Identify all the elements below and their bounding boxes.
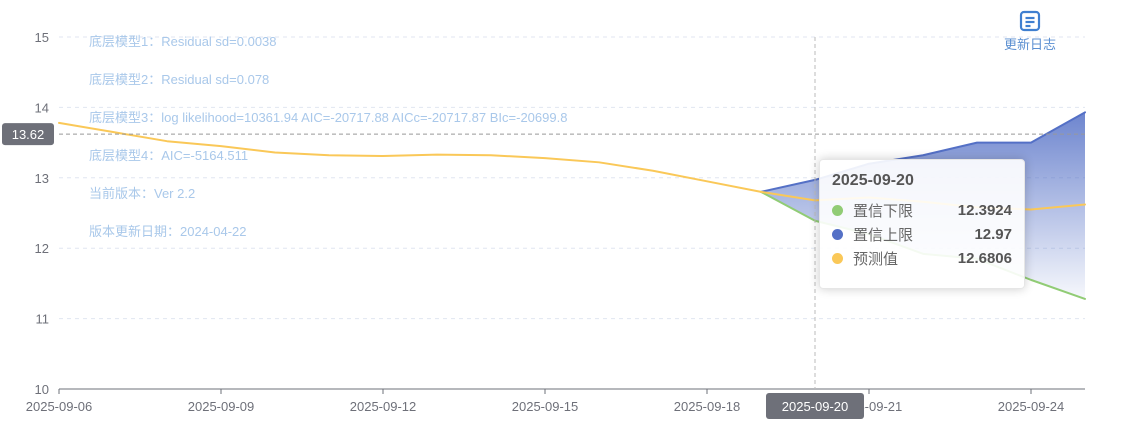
axis-pointer-x-value: 2025-09-20 (782, 399, 849, 414)
tooltip-row-forecast: 预测值 12.6806 (832, 246, 1012, 270)
model-annotation: 版本更新日期：2024-04-22 (89, 224, 247, 239)
x-tick-label: 2025-09-24 (998, 399, 1065, 414)
model-annotation: 底层模型2：Residual sd=0.078 (89, 72, 269, 87)
tooltip-name-lower: 置信下限 (853, 202, 914, 220)
model-annotation: 底层模型4：AIC=-5164.511 (89, 148, 248, 163)
update-log-label: 更新日志 (1003, 37, 1056, 52)
tooltip-value-upper: 12.97 (974, 225, 1012, 243)
tooltip-name-upper: 置信上限 (853, 226, 914, 244)
tooltip-name-forecast: 预测值 (853, 250, 899, 268)
update-log-button[interactable]: 更新日志 (995, 10, 1065, 53)
model-annotation: 当前版本：Ver 2.2 (89, 186, 195, 201)
model-annotation: 底层模型1：Residual sd=0.0038 (89, 34, 277, 49)
y-tick-label: 13 (35, 171, 49, 186)
legend-dot-forecast (832, 252, 843, 264)
tooltip-row-upper: 置信上限 12.97 (832, 222, 1012, 246)
document-icon (1019, 10, 1041, 32)
y-tick-label: 10 (35, 382, 49, 397)
axis-pointer-y-value: 13.62 (12, 127, 45, 142)
x-tick-label: 2025-09-09 (188, 399, 255, 414)
legend-dot-upper (832, 228, 843, 240)
y-tick-label: 14 (35, 100, 49, 115)
y-tick-label: 11 (36, 312, 50, 327)
model-annotation: 底层模型3：log likelihood=10361.94 AIC=-20717… (89, 110, 567, 125)
y-tick-label: 12 (35, 241, 49, 256)
tooltip-title: 2025-09-20 (832, 172, 914, 189)
x-tick-label: 2025-09-06 (26, 399, 93, 414)
tooltip-value-lower: 12.3924 (957, 201, 1012, 219)
y-tick-label: 15 (35, 30, 49, 45)
x-tick-label: 2025-09-12 (350, 399, 417, 414)
axis-pointer-x-badge (766, 393, 864, 419)
axis-pointer-y-badge (2, 123, 54, 146)
data-tooltip: 2025-09-20 置信下限 12.3924 置信上限 12.97 预测值 1… (819, 159, 1025, 289)
x-tick-label: 2025-09-18 (674, 399, 741, 414)
tooltip-row-lower: 置信下限 12.3924 (832, 198, 1012, 222)
x-tick-label: 2025-09-15 (512, 399, 579, 414)
tooltip-value-forecast: 12.6806 (957, 249, 1012, 267)
legend-dot-lower (832, 204, 843, 216)
